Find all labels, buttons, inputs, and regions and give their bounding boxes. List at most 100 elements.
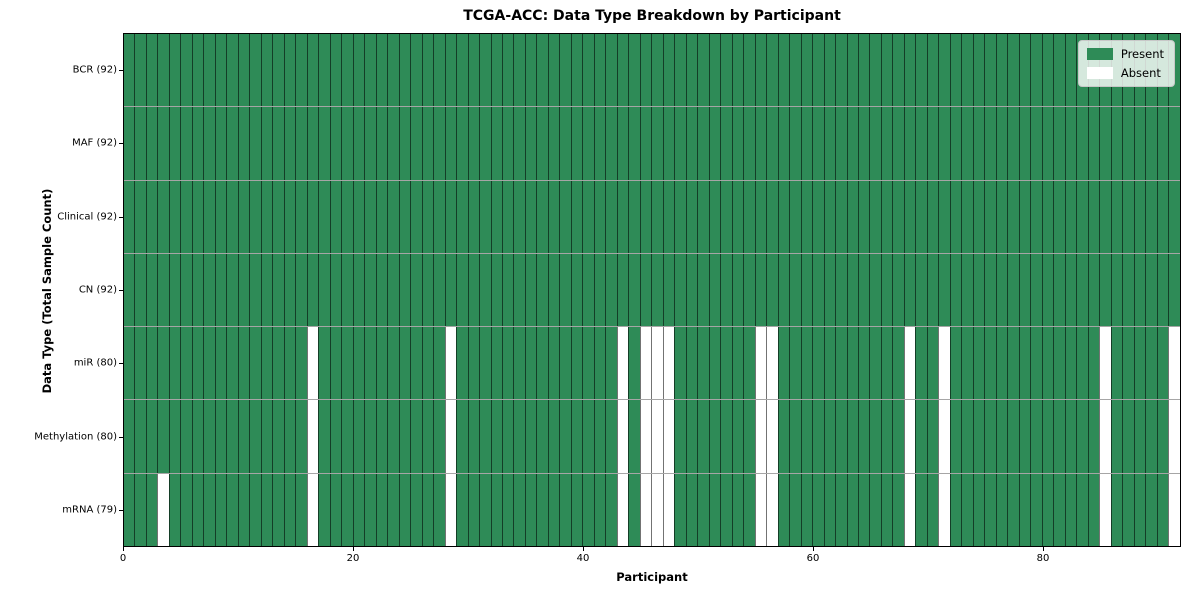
heatmap-cell: [697, 253, 709, 327]
y-tick-mark: [119, 290, 123, 291]
heatmap-cell: [915, 180, 927, 253]
heatmap-cell: [1053, 473, 1065, 546]
heatmap-cell: [743, 107, 755, 180]
heatmap-cell: [880, 473, 893, 546]
heatmap-cell: [1099, 107, 1111, 180]
heatmap-cell: [295, 107, 307, 180]
legend-label: Present: [1120, 47, 1164, 61]
heatmap-cell: [972, 327, 985, 400]
y-tick-label-cn: CN (92): [78, 284, 117, 296]
heatmap-cell: [869, 473, 881, 546]
heatmap-cell: [651, 473, 663, 546]
heatmap-cell: [1007, 107, 1019, 180]
x-axis-label: Participant: [616, 570, 688, 584]
heatmap-cell: [570, 107, 583, 180]
heatmap-cell: [616, 400, 629, 473]
heatmap-cell: [892, 473, 904, 546]
heatmap-cell: [1030, 473, 1042, 546]
heatmap-cell: [1064, 253, 1077, 327]
heatmap-cell: [869, 34, 881, 107]
heatmap-cell: [536, 34, 548, 107]
heatmap-cell: [605, 253, 617, 327]
heatmap-cell: [731, 473, 744, 546]
heatmap-cell: [375, 400, 388, 473]
heatmap-cell: [272, 34, 284, 107]
heatmap-row-clinical: [124, 180, 1180, 254]
heatmap-cell: [260, 107, 273, 180]
heatmap-cell: [157, 473, 169, 546]
heatmap-cell: [685, 34, 698, 107]
heatmap-cell: [318, 400, 330, 473]
heatmap-cell: [124, 327, 135, 400]
heatmap-cell: [984, 253, 996, 327]
heatmap-cell: [1133, 327, 1146, 400]
heatmap-cell: [800, 253, 813, 327]
heatmap-cell: [858, 327, 870, 400]
heatmap-cell: [903, 327, 916, 400]
heatmap-cell: [961, 107, 973, 180]
heatmap-cell: [812, 107, 824, 180]
heatmap-cell: [1145, 107, 1157, 180]
heatmap-cell: [145, 473, 158, 546]
heatmap-cell: [249, 253, 261, 327]
heatmap-cell: [685, 107, 698, 180]
heatmap-cell: [124, 400, 135, 473]
heatmap-cell: [352, 327, 365, 400]
x-tick-mark: [123, 547, 124, 551]
heatmap-cell: [835, 473, 847, 546]
heatmap-cell: [651, 180, 663, 253]
heatmap-cell: [1018, 34, 1031, 107]
heatmap-cell: [524, 473, 537, 546]
heatmap-cell: [903, 180, 916, 253]
heatmap-cell: [662, 400, 675, 473]
heatmap-cell: [352, 253, 365, 327]
heatmap-cell: [364, 34, 376, 107]
heatmap-cell: [743, 253, 755, 327]
heatmap-cell: [1007, 473, 1019, 546]
heatmap-cell: [892, 253, 904, 327]
heatmap-cell: [961, 400, 973, 473]
heatmap-row-maf: [124, 107, 1180, 181]
heatmap-cell: [915, 107, 927, 180]
heatmap-cell: [226, 473, 238, 546]
heatmap-cell: [214, 327, 227, 400]
heatmap-cell: [536, 473, 548, 546]
heatmap-cell: [375, 253, 388, 327]
heatmap-cell: [191, 473, 204, 546]
heatmap-cell: [835, 180, 847, 253]
heatmap-cell: [685, 473, 698, 546]
heatmap-cell: [903, 34, 916, 107]
heatmap-cell: [536, 180, 548, 253]
heatmap-cell: [1064, 107, 1077, 180]
heatmap-cell: [157, 107, 169, 180]
heatmap-cell: [800, 473, 813, 546]
heatmap-cell: [720, 253, 732, 327]
heatmap-cell: [1030, 180, 1042, 253]
heatmap-cell: [467, 327, 480, 400]
heatmap-cell: [846, 327, 858, 400]
heatmap-cell: [536, 327, 548, 400]
heatmap-cell: [1076, 400, 1088, 473]
heatmap-cell: [743, 400, 755, 473]
heatmap-cell: [145, 107, 158, 180]
heatmap-cell: [479, 180, 491, 253]
heatmap-cell: [995, 34, 1008, 107]
heatmap-cell: [479, 107, 491, 180]
heatmap-cell: [180, 107, 192, 180]
heatmap-cell: [1110, 327, 1123, 400]
heatmap-cell: [124, 473, 135, 546]
heatmap-cell: [743, 180, 755, 253]
heatmap-cell: [329, 253, 342, 327]
heatmap-cell: [926, 473, 939, 546]
heatmap-cell: [1030, 400, 1042, 473]
heatmap-cell: [823, 107, 836, 180]
heatmap-cell: [398, 107, 411, 180]
heatmap-cell: [662, 107, 675, 180]
heatmap-cell: [754, 253, 767, 327]
heatmap-cell: [214, 400, 227, 473]
heatmap-cell: [513, 34, 525, 107]
heatmap-cell: [720, 180, 732, 253]
heatmap-cell: [949, 253, 962, 327]
heatmap-cell: [536, 107, 548, 180]
heatmap-cell: [501, 107, 514, 180]
